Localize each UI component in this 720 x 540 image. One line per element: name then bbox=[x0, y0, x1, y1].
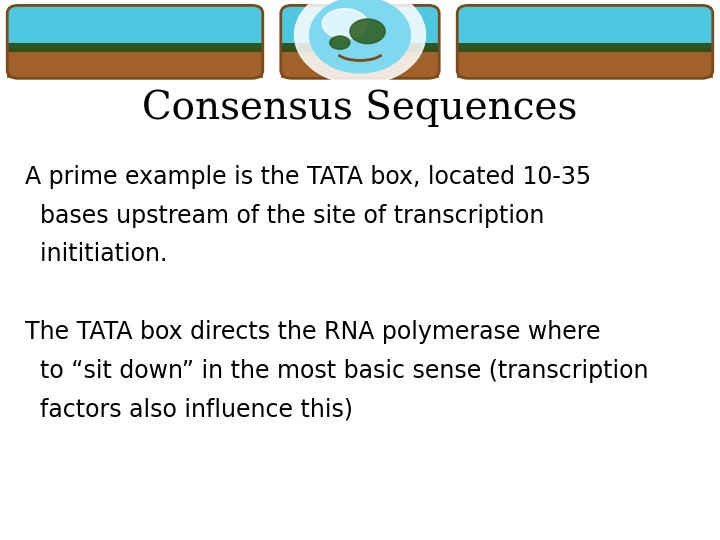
Bar bbox=[7, 49, 263, 78]
Text: The TATA box directs the RNA polymerase where: The TATA box directs the RNA polymerase … bbox=[25, 320, 600, 344]
Bar bbox=[281, 49, 439, 78]
Text: bases upstream of the site of transcription: bases upstream of the site of transcript… bbox=[25, 204, 544, 227]
Ellipse shape bbox=[294, 0, 426, 84]
FancyBboxPatch shape bbox=[281, 5, 439, 78]
Bar bbox=[281, 43, 439, 52]
Text: Consensus Sequences: Consensus Sequences bbox=[143, 89, 577, 127]
Ellipse shape bbox=[323, 9, 368, 39]
Text: to “sit down” in the most basic sense (transcription: to “sit down” in the most basic sense (t… bbox=[25, 359, 649, 383]
Bar bbox=[457, 49, 713, 78]
FancyBboxPatch shape bbox=[457, 5, 713, 78]
FancyBboxPatch shape bbox=[7, 5, 263, 78]
Ellipse shape bbox=[310, 0, 410, 73]
Ellipse shape bbox=[350, 19, 385, 44]
Bar bbox=[7, 43, 263, 52]
Bar bbox=[457, 43, 713, 52]
Text: inititiation.: inititiation. bbox=[25, 242, 168, 266]
Ellipse shape bbox=[330, 36, 350, 49]
Text: factors also influence this): factors also influence this) bbox=[25, 398, 354, 422]
Text: A prime example is the TATA box, located 10-35: A prime example is the TATA box, located… bbox=[25, 165, 591, 188]
